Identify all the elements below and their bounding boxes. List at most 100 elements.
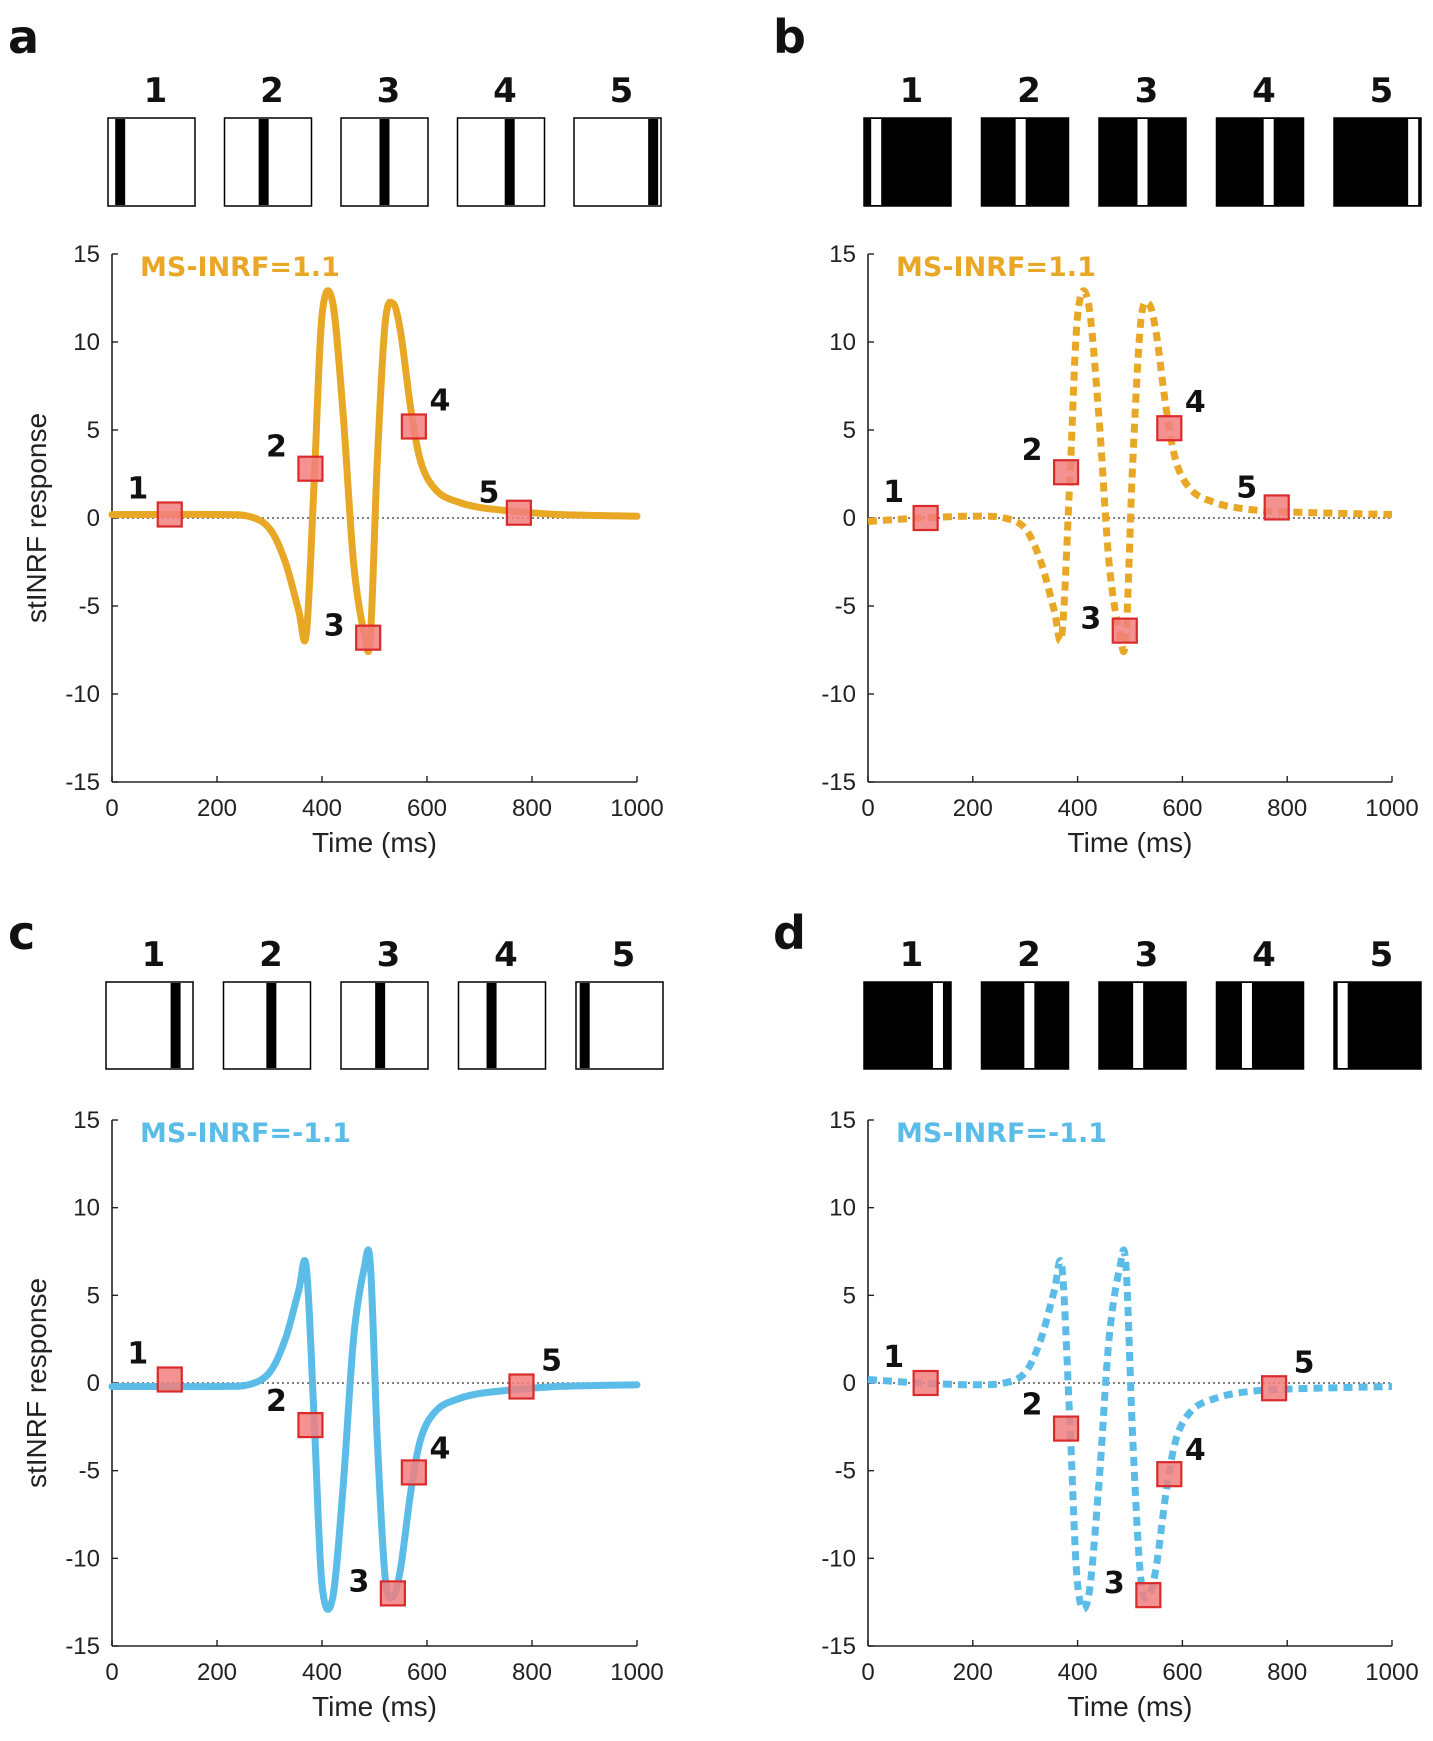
y-tick-label: 0 bbox=[87, 505, 100, 532]
stimulus-bar-5 bbox=[1408, 119, 1419, 205]
x-axis-title: Time (ms) bbox=[1068, 827, 1193, 858]
stimulus-bar-3 bbox=[1133, 983, 1144, 1068]
x-tick-label: 400 bbox=[302, 1659, 342, 1686]
y-tick-label: -10 bbox=[821, 681, 856, 708]
series-line-0 bbox=[867, 1246, 1393, 1613]
stimulus-number-5: 5 bbox=[612, 935, 636, 975]
y-tick-label: 15 bbox=[829, 241, 856, 268]
marker-5 bbox=[1260, 1375, 1288, 1402]
x-tick-label: 200 bbox=[197, 795, 237, 822]
marker-label-5: 5 bbox=[541, 1344, 562, 1379]
x-tick-label: 0 bbox=[861, 1659, 874, 1686]
stimulus-number-4: 4 bbox=[493, 71, 517, 111]
x-tick-label: 600 bbox=[1162, 1659, 1202, 1686]
panel-letter: b bbox=[773, 10, 806, 64]
stimulus-bar-3 bbox=[375, 983, 386, 1068]
stimulus-bar-2 bbox=[266, 983, 277, 1068]
stimulus-frame-5 bbox=[575, 981, 664, 1070]
marker-2 bbox=[297, 455, 324, 482]
y-tick-label: 5 bbox=[87, 1282, 100, 1309]
y-tick-label: 5 bbox=[843, 1282, 856, 1309]
x-tick-label: 800 bbox=[1267, 795, 1307, 822]
marker-label-4: 4 bbox=[1185, 1433, 1206, 1468]
y-tick-label: 15 bbox=[829, 1107, 856, 1134]
marker-label-3: 3 bbox=[348, 1564, 369, 1599]
marker-label-2: 2 bbox=[266, 430, 287, 465]
marker-label-1: 1 bbox=[127, 1336, 148, 1371]
stimulus-number-5: 5 bbox=[1370, 71, 1394, 111]
x-tick-label: 200 bbox=[953, 795, 993, 822]
x-axis-title: Time (ms) bbox=[1068, 1691, 1193, 1722]
stimulus-number-3: 3 bbox=[1135, 71, 1159, 111]
y-axis-title: stINRF response bbox=[21, 413, 52, 623]
y-tick-label: 5 bbox=[87, 417, 100, 444]
y-tick-label: 0 bbox=[843, 1370, 856, 1397]
marker-2 bbox=[1052, 459, 1080, 486]
series-line-0 bbox=[108, 287, 641, 656]
x-tick-label: 400 bbox=[1058, 1659, 1098, 1686]
y-tick-label: -15 bbox=[821, 769, 856, 796]
marker-5 bbox=[505, 499, 532, 526]
stimulus-number-3: 3 bbox=[1135, 935, 1159, 975]
stimulus-frame-5 bbox=[573, 117, 662, 207]
marker-label-3: 3 bbox=[324, 609, 345, 644]
stimulus-bar-2 bbox=[1024, 983, 1035, 1068]
y-tick-label: 0 bbox=[87, 1370, 100, 1397]
y-tick-label: -10 bbox=[65, 681, 100, 708]
stimulus-frame-4 bbox=[457, 981, 547, 1070]
y-tick-label: 15 bbox=[73, 1107, 100, 1134]
stimulus-number-5: 5 bbox=[1370, 935, 1394, 975]
marker-3 bbox=[1135, 1582, 1162, 1609]
y-tick-label: 0 bbox=[843, 505, 856, 532]
y-tick-label: 10 bbox=[829, 329, 856, 356]
x-tick-label: 400 bbox=[1058, 795, 1098, 822]
stimulus-number-2: 2 bbox=[260, 71, 284, 111]
y-tick-label: 5 bbox=[843, 417, 856, 444]
marker-4 bbox=[400, 413, 427, 440]
x-tick-label: 1000 bbox=[610, 1659, 663, 1686]
y-tick-label: 10 bbox=[73, 329, 100, 356]
stimulus-bar-2 bbox=[258, 119, 269, 205]
x-tick-label: 600 bbox=[407, 1659, 447, 1686]
stimulus-frame-4 bbox=[1215, 981, 1305, 1070]
x-axis-title: Time (ms) bbox=[312, 827, 437, 858]
x-tick-label: 0 bbox=[105, 795, 118, 822]
marker-label-1: 1 bbox=[127, 471, 148, 506]
stimulus-frame-5 bbox=[1333, 981, 1422, 1070]
stimulus-number-4: 4 bbox=[494, 935, 518, 975]
marker-label-1: 1 bbox=[883, 1340, 904, 1375]
panel-letter: c bbox=[8, 906, 35, 960]
stimulus-bar-1 bbox=[871, 119, 882, 205]
x-tick-label: 600 bbox=[1162, 795, 1202, 822]
y-axis-title: stINRF response bbox=[21, 1278, 52, 1488]
marker-label-4: 4 bbox=[429, 383, 450, 418]
marker-label-2: 2 bbox=[1022, 1388, 1043, 1423]
marker-4 bbox=[1156, 1461, 1183, 1488]
x-tick-label: 1000 bbox=[1365, 1659, 1418, 1686]
y-tick-label: -15 bbox=[821, 1633, 856, 1660]
stimulus-number-2: 2 bbox=[259, 935, 283, 975]
marker-label-2: 2 bbox=[266, 1384, 287, 1419]
marker-label-3: 3 bbox=[1080, 602, 1101, 637]
series-label: MS-INRF=-1.1 bbox=[140, 1118, 351, 1149]
marker-label-1: 1 bbox=[883, 475, 904, 510]
marker-3 bbox=[355, 624, 382, 651]
marker-1 bbox=[156, 1366, 183, 1393]
y-tick-label: -10 bbox=[65, 1545, 100, 1572]
series-line-0 bbox=[867, 287, 1393, 656]
stimulus-bar-3 bbox=[379, 119, 390, 205]
y-tick-label: -5 bbox=[835, 593, 856, 620]
y-tick-label: 10 bbox=[829, 1195, 856, 1222]
marker-3 bbox=[379, 1580, 406, 1607]
stimulus-bar-4 bbox=[1241, 983, 1252, 1068]
y-tick-label: -5 bbox=[79, 1458, 100, 1485]
x-tick-label: 0 bbox=[861, 795, 874, 822]
series-label: MS-INRF=1.1 bbox=[140, 252, 340, 283]
marker-1 bbox=[912, 1369, 939, 1397]
